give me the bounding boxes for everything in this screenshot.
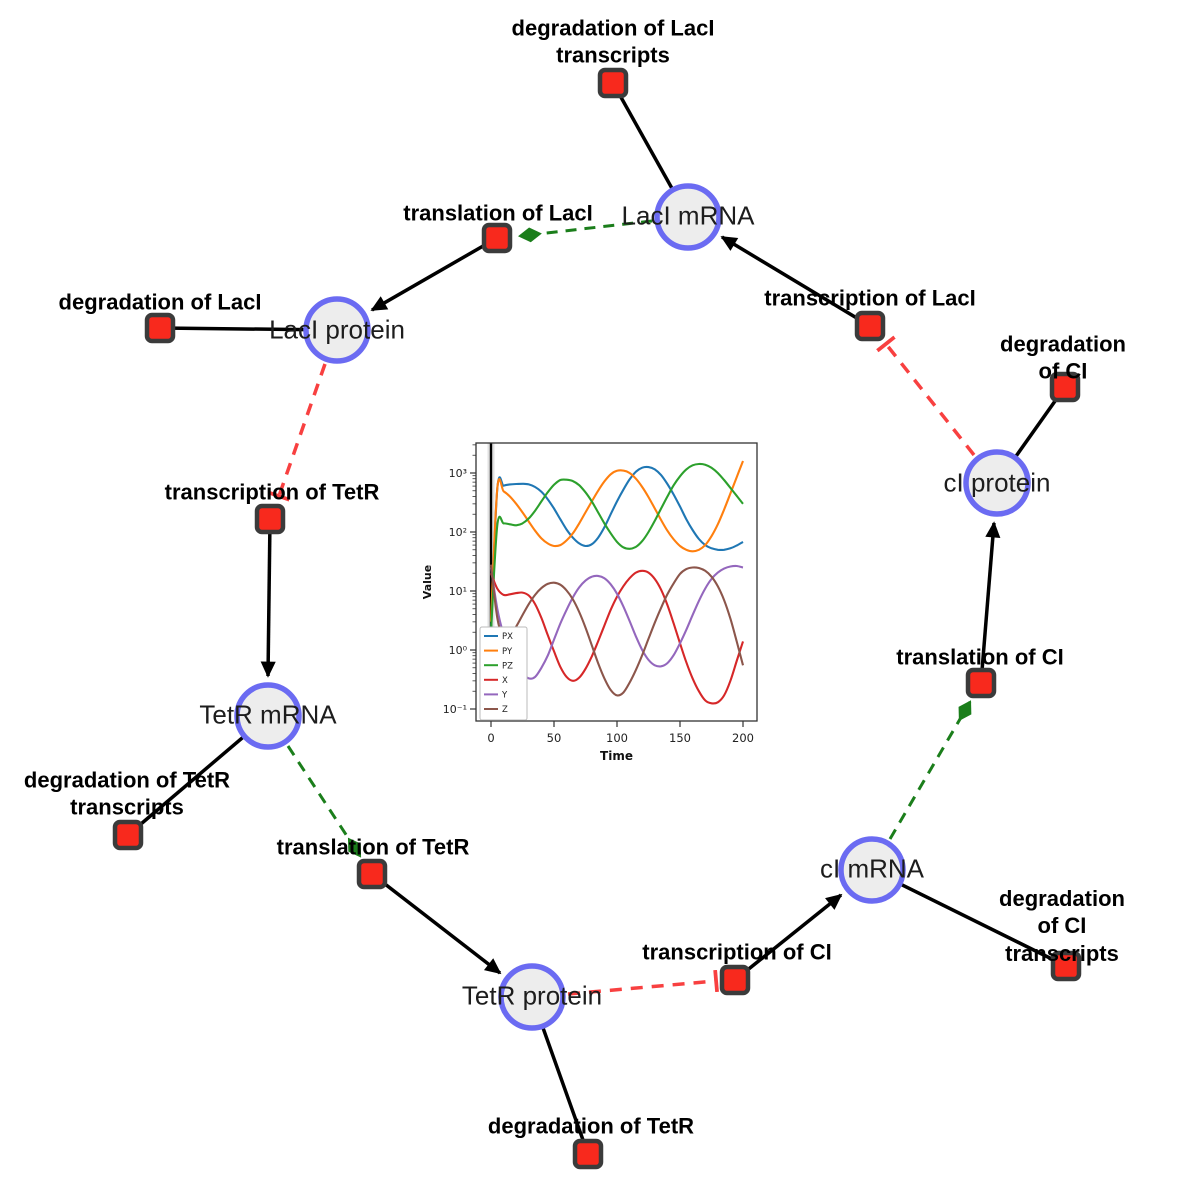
x-tick-label: 150 <box>669 731 691 745</box>
edge-ciprotein-transcriptionlaci[interactable] <box>876 335 976 457</box>
edge-translationci-ciprotein[interactable] <box>979 521 1001 684</box>
species-node-ci-protein[interactable] <box>963 449 1031 517</box>
reaction-node-transcription-laci[interactable] <box>854 310 886 342</box>
species-nodes <box>234 183 1031 1031</box>
edge-transcriptiontetr-tetrmrna[interactable] <box>260 518 276 678</box>
modifier-edges <box>286 219 972 858</box>
species-node-laci-mrna[interactable] <box>654 183 722 251</box>
y-tick-label: 10² <box>449 526 467 539</box>
series-line-Z <box>489 564 745 697</box>
y-axis-label: Value <box>421 565 434 599</box>
legend: PX PY PZ XYZ <box>479 626 528 721</box>
legend-entry-PY: PY <box>502 647 513 657</box>
edge-transcriptionci-cimrna[interactable] <box>733 893 843 982</box>
legend-entry-X: X <box>502 676 508 686</box>
legend-entry-Z: Z <box>502 705 508 715</box>
y-tick-label: 10¹ <box>449 585 467 598</box>
edge-lacimrna-translationlaci[interactable] <box>518 219 653 243</box>
series-line-Y <box>489 564 744 680</box>
reaction-node-translation-tetr[interactable] <box>356 858 388 890</box>
x-tick-label: 200 <box>732 731 754 745</box>
x-tick-label: 100 <box>606 731 628 745</box>
x-tick-label: 0 <box>487 731 494 745</box>
reaction-node-transcription-tetr[interactable] <box>254 503 286 535</box>
edge-cimrna-translationci[interactable] <box>888 700 972 840</box>
reaction-node-deg-laci[interactable] <box>144 312 176 344</box>
edge-cimrna-degcitranscripts[interactable] <box>871 868 1067 968</box>
legend-entry-PX: PX <box>502 632 513 642</box>
species-node-laci-protein[interactable] <box>303 296 371 364</box>
species-node-tetr-mrna[interactable] <box>234 682 302 750</box>
reaction-node-deg-laci-transcripts[interactable] <box>597 67 629 99</box>
plot-area <box>487 443 745 721</box>
inhibition-edges <box>267 335 976 996</box>
y-tick-label: 10⁻¹ <box>443 703 467 716</box>
reaction-node-deg-ci[interactable] <box>1049 371 1081 403</box>
edge-transcriptionlaci-lacimrna[interactable] <box>720 235 871 328</box>
reaction-node-translation-laci[interactable] <box>481 222 513 254</box>
legend-entry-Y: Y <box>501 691 508 701</box>
reaction-node-transcription-ci[interactable] <box>719 964 751 996</box>
series-line-X <box>490 569 744 705</box>
edge-tetrprotein-transcriptionci[interactable] <box>567 969 719 996</box>
y-tick-label: 10³ <box>449 467 467 480</box>
edge-translationtetr-tetrprotein[interactable] <box>370 872 502 975</box>
reaction-nodes <box>112 67 1082 1170</box>
series-line-PZ <box>489 462 744 633</box>
time-series-plot: 10⁻¹ 10⁰ 10¹ 10² 10³ 0 50 100 150 200 Time Value PX P… <box>418 428 780 778</box>
series-line-PX <box>489 465 744 633</box>
y-tick-label: 10⁰ <box>449 644 468 657</box>
edge-translationlaci-laciprotein[interactable] <box>370 236 498 312</box>
x-tick-label: 50 <box>547 731 562 745</box>
reaction-node-deg-tetr-transcripts[interactable] <box>112 819 144 851</box>
reaction-node-translation-ci[interactable] <box>965 667 997 699</box>
reaction-node-deg-tetr[interactable] <box>572 1138 604 1170</box>
edge-tetrmrna-translationtetr[interactable] <box>286 745 362 858</box>
series-line-PY <box>489 460 744 622</box>
reaction-node-deg-ci-transcripts[interactable] <box>1050 950 1082 982</box>
species-node-ci-mrna[interactable] <box>838 836 906 904</box>
species-node-tetr-protein[interactable] <box>498 963 566 1031</box>
production-edges <box>260 235 1001 982</box>
x-axis-label: Time <box>600 749 633 763</box>
edge-laciprotein-transcriptiontetr[interactable] <box>267 363 327 502</box>
legend-entry-PZ: PZ <box>502 661 513 671</box>
